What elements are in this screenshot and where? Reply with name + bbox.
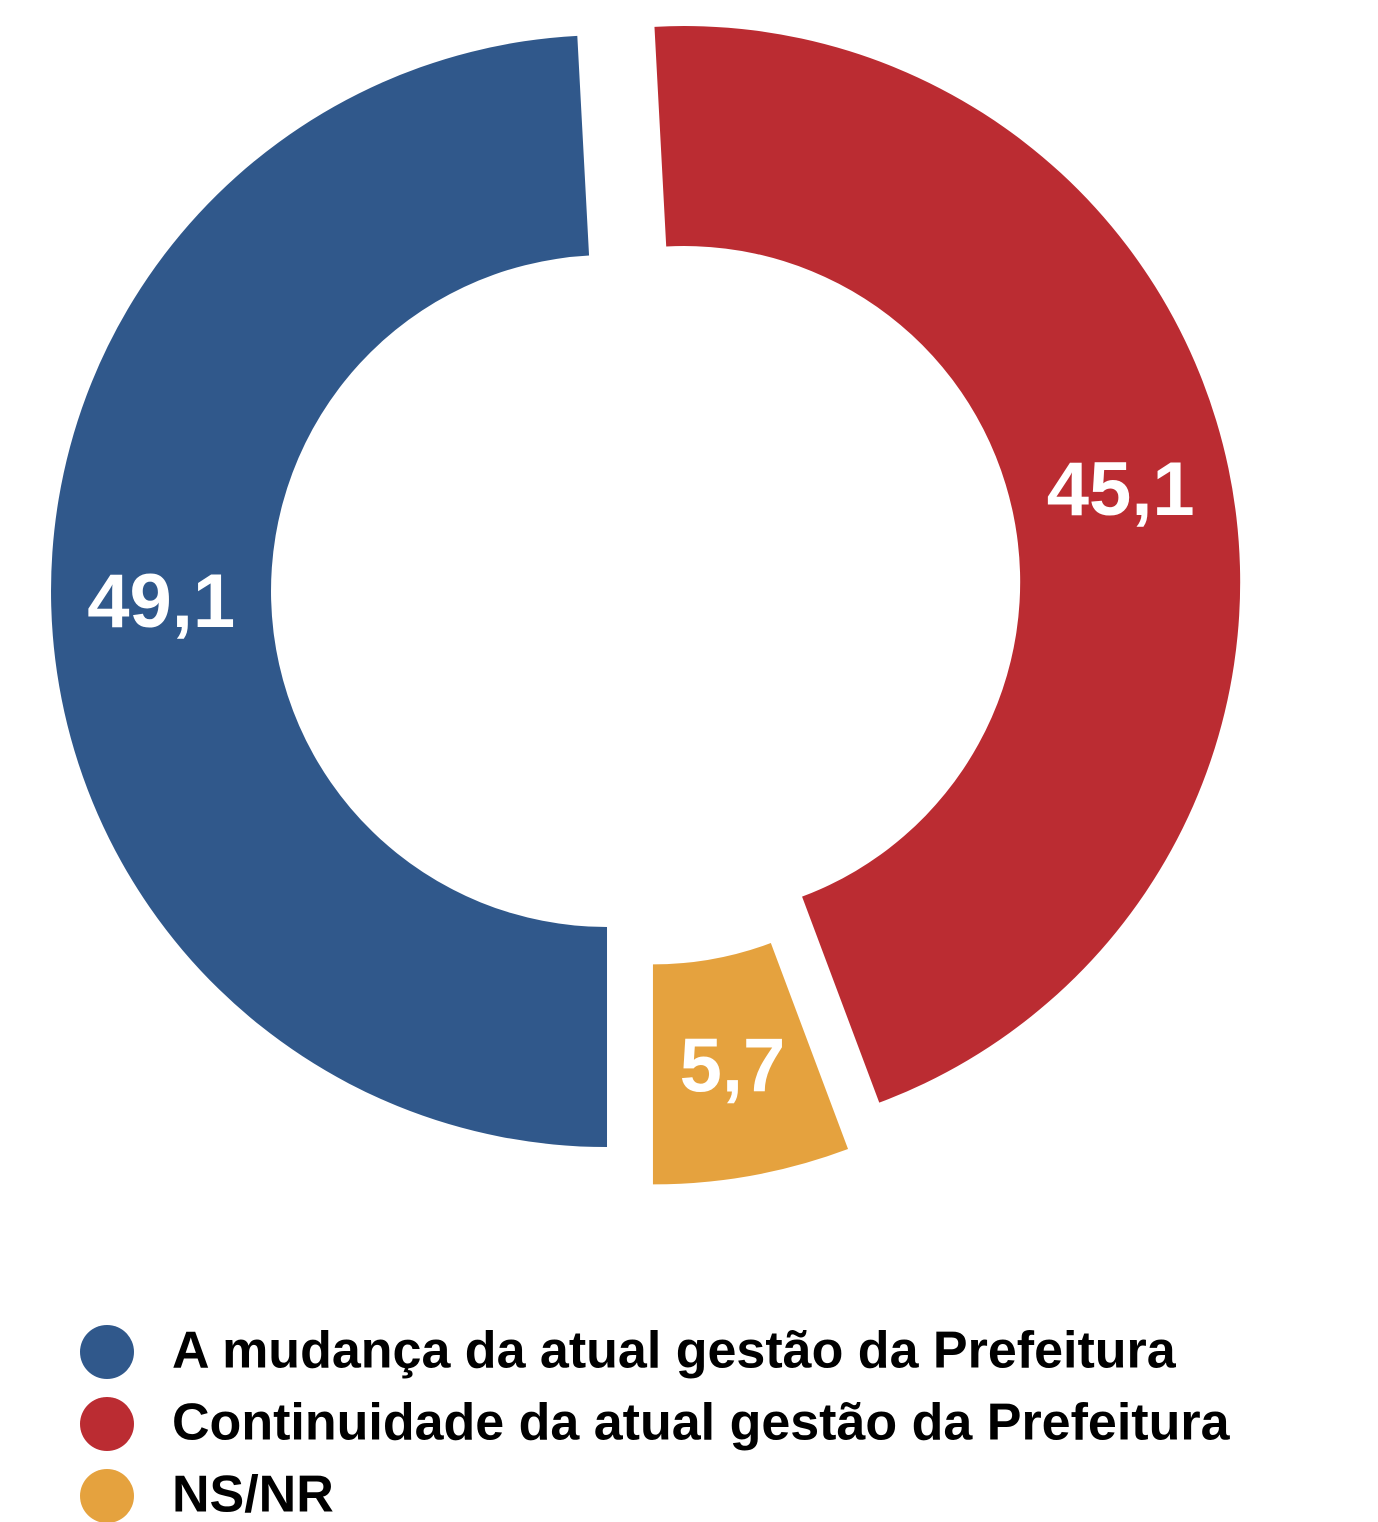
legend-label: Continuidade da atual gestão da Prefeitu…	[172, 1394, 1231, 1452]
legend-swatch	[80, 1469, 134, 1522]
donut-slice	[652, 943, 849, 1185]
legend-label: A mudança da atual gestão da Prefeitura	[172, 1322, 1177, 1380]
legend-swatch	[80, 1325, 134, 1379]
value-label: 49,1	[87, 559, 235, 644]
legend-swatch	[80, 1397, 134, 1451]
donut-slice	[51, 35, 608, 1148]
value-label: 45,1	[1047, 447, 1195, 532]
value-label: 5,7	[680, 1023, 786, 1108]
donut-slice	[654, 26, 1241, 1103]
legend-label: NS/NR	[172, 1466, 334, 1522]
